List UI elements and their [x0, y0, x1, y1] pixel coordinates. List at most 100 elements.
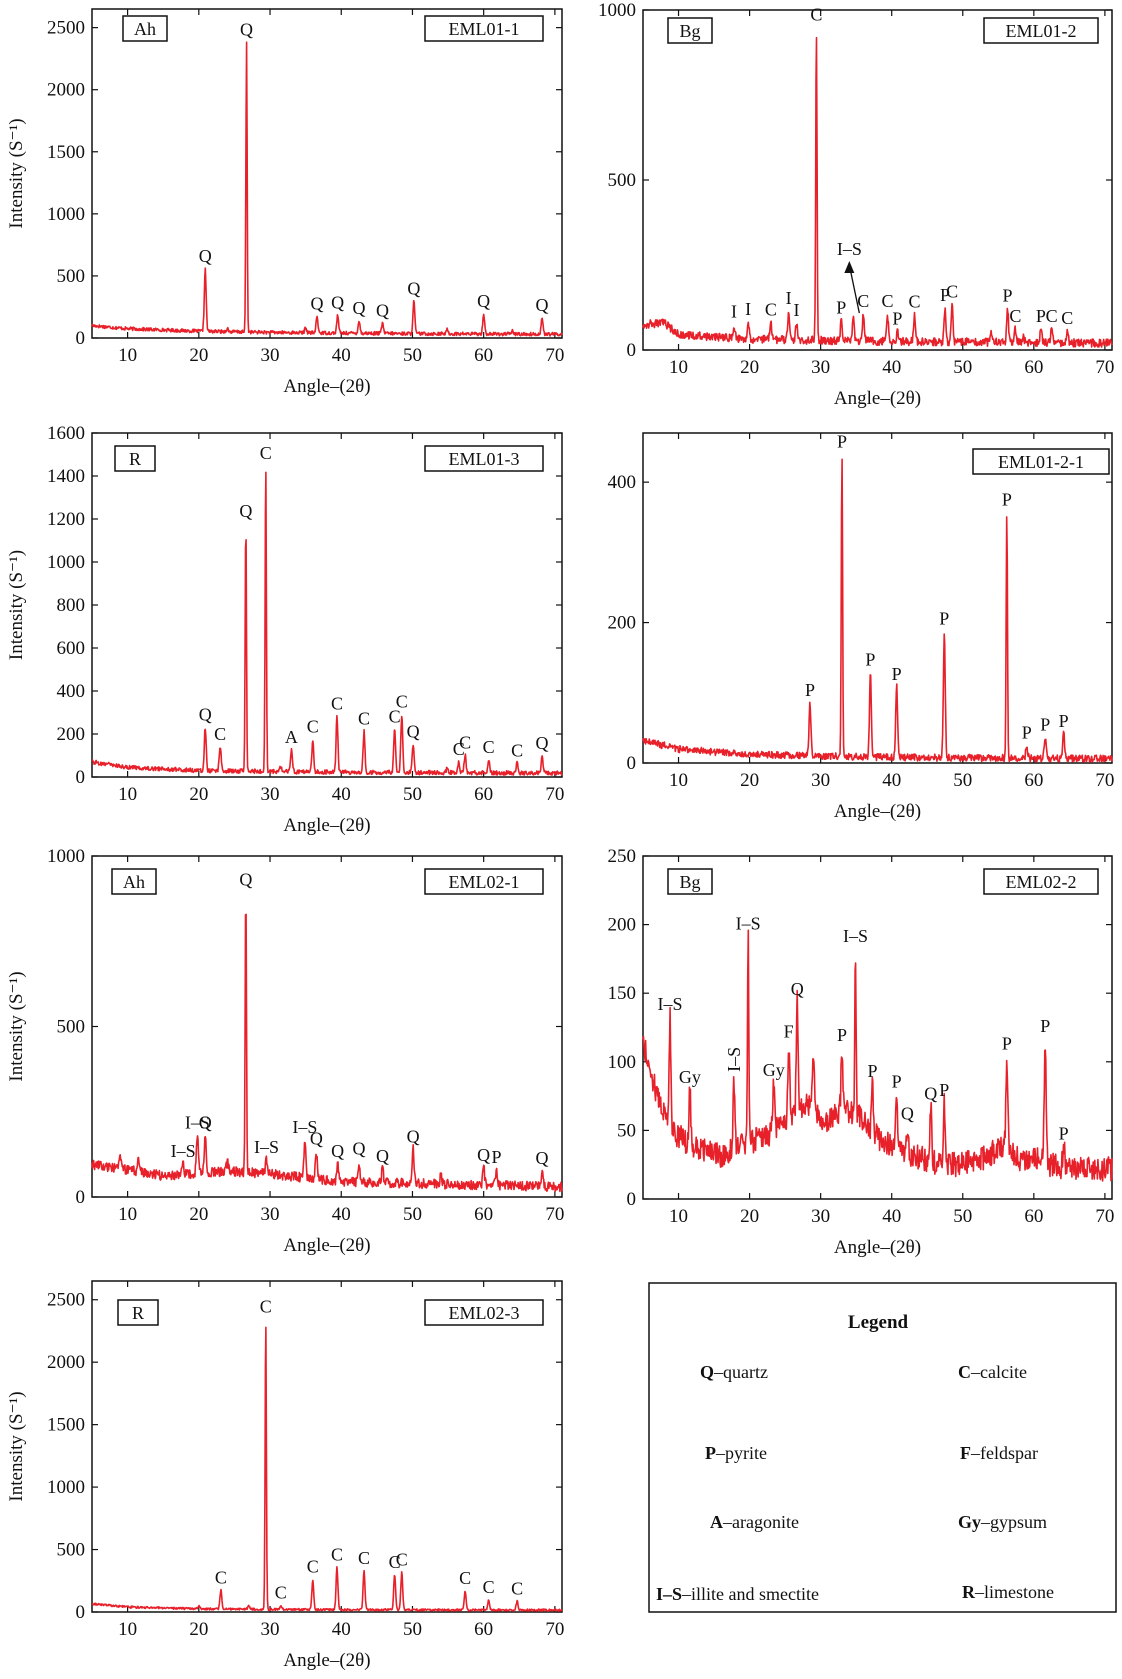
- peak-label: Q: [536, 295, 549, 315]
- peak-label: I–S: [843, 926, 868, 946]
- peak-label: C: [358, 1548, 370, 1568]
- x-tick-label: 10: [669, 770, 688, 791]
- peak-label: A: [285, 727, 298, 747]
- peak-label: C: [765, 299, 777, 319]
- x-tick-label: 20: [740, 1206, 759, 1227]
- x-tick-label: 70: [545, 345, 564, 366]
- peak-label: Q: [240, 20, 253, 40]
- horizon-label: R: [132, 1303, 144, 1323]
- peak-label: P: [1059, 1124, 1069, 1144]
- y-tick-label: 0: [76, 328, 86, 349]
- y-tick-label: 200: [608, 915, 637, 936]
- x-tick-label: 50: [403, 345, 422, 366]
- peak-label: Q: [901, 1103, 914, 1123]
- horizon-label: R: [129, 449, 141, 469]
- peak-label: C: [908, 291, 920, 311]
- peak-label: Q: [407, 1126, 420, 1146]
- x-tick-label: 40: [882, 357, 901, 378]
- y-tick-label: 2000: [47, 1352, 85, 1373]
- chart-EML01-2-1: 10 20 30 40 50 60 70 0 200 400 Angle–(2θ) EML01-2-1…: [608, 431, 1115, 822]
- y-tick-label: 1500: [47, 1415, 85, 1436]
- chart-EML02-3: 10 20 30 40 50 60 70 0 500 1000 1500 2000 2500 Angle–…: [6, 1280, 564, 1671]
- peak-label: Q: [376, 300, 389, 320]
- peak-label: C: [881, 291, 893, 311]
- y-tick-label: 50: [617, 1120, 636, 1141]
- sample-label: EML02-1: [449, 872, 520, 892]
- peak-label: C: [810, 4, 822, 24]
- y-tick-label: 500: [57, 1017, 86, 1038]
- y-tick-label: 2500: [47, 18, 85, 39]
- peak-label: C: [396, 1549, 408, 1569]
- y-tick-label: 0: [627, 753, 637, 774]
- peak-label: C: [1046, 306, 1058, 326]
- y-axis-title: Intensity (S⁻¹): [6, 971, 27, 1081]
- x-tick-label: 40: [332, 784, 351, 805]
- peak-label: P: [868, 1061, 878, 1081]
- horizon-box: [122, 15, 168, 42]
- peak-label: P: [1059, 711, 1069, 731]
- x-tick-label: 70: [545, 1204, 564, 1225]
- y-tick-label: 1200: [47, 509, 85, 530]
- x-tick-label: 50: [953, 770, 972, 791]
- x-tick-label: 50: [953, 1206, 972, 1227]
- peak-label: C: [511, 1578, 523, 1598]
- peak-label: P: [939, 1080, 949, 1100]
- charts-group: 10 20 30 40 50 60 7005001000150020002500Angle–…: [6, 0, 1114, 1671]
- y-tick-label: 0: [76, 1602, 86, 1623]
- peak-label: I–S: [736, 913, 761, 933]
- plot-frame: [642, 855, 1113, 1200]
- y-tick-label: 1000: [47, 552, 85, 573]
- x-tick-label: 40: [882, 1206, 901, 1227]
- peak-label: Q: [791, 979, 804, 999]
- y-tick-label: 400: [608, 472, 637, 493]
- peak-label: C: [857, 291, 869, 311]
- plot-frame: [642, 9, 1113, 351]
- peak-label: C: [483, 737, 495, 757]
- peak-label: C: [358, 709, 370, 729]
- peak-label: P: [892, 664, 902, 684]
- y-tick-label: 500: [608, 170, 637, 191]
- y-tick-label: 150: [608, 983, 637, 1004]
- x-tick-label: 60: [1024, 357, 1043, 378]
- x-tick-label: 40: [332, 1204, 351, 1225]
- peak-label: P: [939, 608, 949, 628]
- peak-label: Gy: [679, 1067, 701, 1087]
- y-tick-label: 600: [57, 638, 86, 659]
- y-tick-label: 100: [608, 1052, 637, 1073]
- x-tick-label: 30: [811, 1206, 830, 1227]
- legend-item-limestone: R–limestone: [962, 1582, 1054, 1602]
- x-tick-label: 50: [403, 1619, 422, 1640]
- peak-label: I–S: [254, 1137, 279, 1157]
- x-axis-title: Angle–(2θ): [283, 1235, 370, 1256]
- peak-label: C: [459, 1568, 471, 1588]
- y-axis-title: Intensity (S⁻¹): [6, 1391, 27, 1501]
- xrd-trace: [91, 471, 563, 776]
- x-tick-label: 60: [474, 345, 493, 366]
- x-tick-label: 30: [811, 770, 830, 791]
- peak-label: C: [275, 1583, 287, 1603]
- peak-label: P: [1040, 714, 1050, 734]
- x-tick-label: 20: [189, 1204, 208, 1225]
- peak-label: C: [389, 706, 401, 726]
- horizon-label: Ah: [134, 19, 156, 39]
- peak-label: C: [1061, 308, 1073, 328]
- x-tick-label: 50: [403, 784, 422, 805]
- peak-label: Q: [199, 705, 212, 725]
- peak-label: P: [940, 285, 950, 305]
- x-tick-label: 20: [189, 1619, 208, 1640]
- peak-label: P: [1002, 489, 1012, 509]
- x-tick-label: 20: [740, 770, 759, 791]
- x-tick-label: 30: [261, 1619, 280, 1640]
- y-tick-label: 1000: [47, 1477, 85, 1498]
- y-tick-label: 500: [57, 266, 86, 287]
- x-tick-label: 60: [474, 784, 493, 805]
- xrd-trace: [642, 458, 1113, 763]
- peak-label: Q: [331, 293, 344, 313]
- sample-box: [983, 17, 1099, 44]
- peak-label: C: [331, 693, 343, 713]
- peak-label: Q: [536, 733, 549, 753]
- plot-frame: [91, 432, 563, 778]
- peak-label: Q: [199, 1112, 212, 1132]
- peak-label: P: [1003, 285, 1013, 305]
